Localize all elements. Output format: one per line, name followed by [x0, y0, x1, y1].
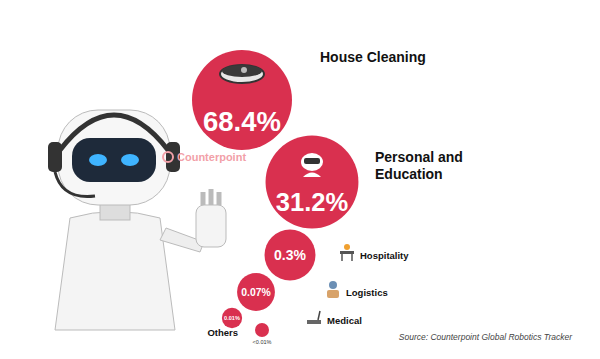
svg-text:68.4%: 68.4% [203, 106, 281, 137]
svg-text:Hospitality: Hospitality [360, 250, 409, 261]
svg-text:<0.01%: <0.01% [253, 339, 272, 345]
svg-text:Counterpoint: Counterpoint [177, 151, 246, 163]
svg-text:0.01%: 0.01% [224, 315, 240, 321]
svg-text:0.3%: 0.3% [274, 247, 306, 263]
svg-text:31.2%: 31.2% [276, 188, 349, 216]
svg-text:Medical: Medical [327, 315, 362, 326]
svg-text:Personal andEducation: Personal andEducation [375, 149, 463, 182]
svg-text:0.07%: 0.07% [241, 287, 270, 298]
svg-text:House Cleaning: House Cleaning [320, 49, 426, 65]
svg-text:Logistics: Logistics [346, 287, 388, 298]
svg-text:Source: Counterpoint Global Ro: Source: Counterpoint Global Robotics Tra… [399, 332, 573, 342]
svg-text:Others: Others [207, 327, 238, 338]
